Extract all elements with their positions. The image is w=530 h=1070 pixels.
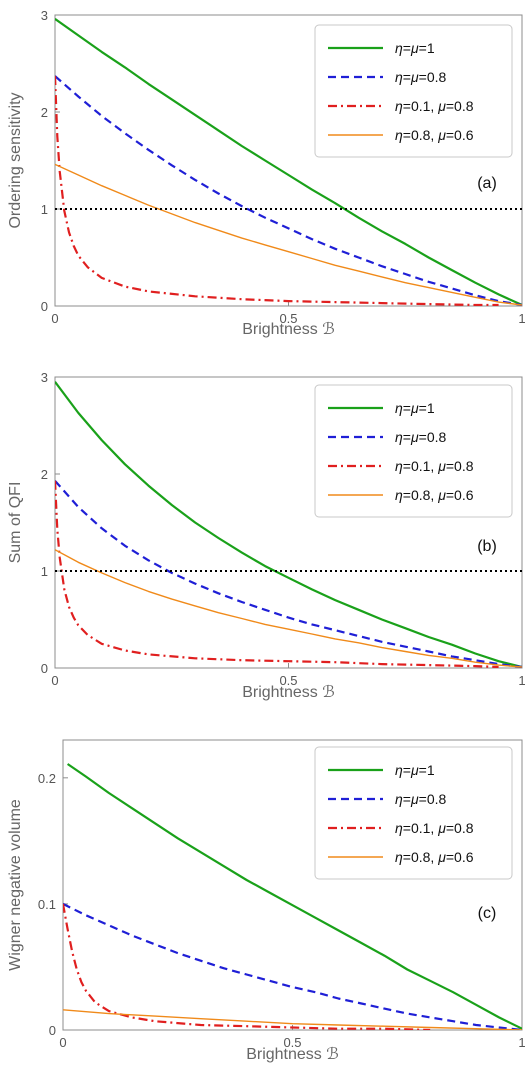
legend-label: η=μ=1 (395, 40, 435, 56)
panel-label: (a) (477, 175, 497, 192)
series-line-0 (66, 763, 522, 1030)
legend-box (314, 24, 513, 158)
chart-panel-2: 0 0.5 1 0 0.1 0.2 Brightness ℬ Wigner negative … (7, 739, 526, 1063)
x-tick-label: 0 (59, 1035, 66, 1050)
panel-label: (c) (478, 905, 497, 922)
panel-label: (b) (477, 538, 497, 555)
legend-label: η=μ=0.8 (395, 69, 446, 85)
series-group (55, 381, 522, 668)
series-line-3 (55, 549, 522, 668)
series-line-2 (63, 903, 431, 1030)
legend: η=μ=1 η=μ=0.8 η=0.1, μ=0.8 η=0.8, μ=0.6 (314, 384, 513, 518)
chart-panel-0: 0 0.5 1 0 1 2 3 Brightness ℬ Ordering sensitivit… (7, 8, 526, 338)
legend-label: η=0.1, μ=0.8 (395, 458, 474, 474)
legend-box (314, 746, 513, 880)
legend-label: η=0.1, μ=0.8 (395, 98, 474, 114)
y-tick-label: 0 (41, 661, 48, 676)
series-line-3 (63, 1009, 522, 1030)
y-tick-label: 3 (41, 370, 48, 385)
y-tick-label: 0 (41, 299, 48, 314)
x-tick-label: 1 (518, 673, 525, 688)
x-tick-label: 1 (518, 311, 525, 326)
y-tick-label: 0.1 (38, 897, 56, 912)
x-axis-label: Brightness ℬ (246, 1046, 339, 1063)
series-group (55, 18, 522, 306)
x-tick-label: 0 (51, 311, 58, 326)
legend: η=μ=1 η=μ=0.8 η=0.1, μ=0.8 η=0.8, μ=0.6 (314, 24, 513, 158)
y-tick-label: 0.2 (38, 771, 56, 786)
legend-label: η=0.8, μ=0.6 (395, 127, 474, 143)
legend-label: η=0.8, μ=0.6 (395, 487, 474, 503)
legend-label: η=μ=0.8 (395, 429, 446, 445)
x-tick-label: 0 (51, 673, 58, 688)
legend-label: η=μ=1 (395, 762, 435, 778)
y-tick-label: 2 (41, 105, 48, 120)
x-tick-label: 0.5 (279, 673, 297, 688)
legend-label: η=0.1, μ=0.8 (395, 820, 474, 836)
legend-box (314, 384, 513, 518)
series-line-2 (55, 480, 499, 668)
x-axis-label: Brightness ℬ (242, 321, 335, 338)
x-tick-label: 0.5 (279, 311, 297, 326)
x-axis-label: Brightness ℬ (242, 684, 335, 701)
series-line-1 (63, 902, 522, 1030)
legend-label: η=μ=0.8 (395, 791, 446, 807)
y-axis-label: Ordering sensitivity (7, 92, 24, 228)
y-tick-label: 3 (41, 8, 48, 23)
legend-label: η=μ=1 (395, 400, 435, 416)
y-tick-label: 0 (49, 1023, 56, 1038)
series-line-0 (55, 18, 522, 306)
legend: η=μ=1 η=μ=0.8 η=0.1, μ=0.8 η=0.8, μ=0.6 (314, 746, 513, 880)
series-line-3 (55, 163, 522, 306)
y-axis-label: Sum of QFI (7, 482, 24, 564)
series-line-0 (55, 381, 522, 668)
legend-label: η=0.8, μ=0.6 (395, 849, 474, 865)
y-tick-label: 2 (41, 467, 48, 482)
y-axis-label: Wigner negative volume (7, 799, 24, 971)
series-group (63, 763, 522, 1030)
y-tick-label: 1 (41, 564, 48, 579)
series-line-2 (55, 76, 499, 306)
series-line-1 (55, 480, 522, 668)
series-line-1 (55, 75, 522, 306)
y-tick-label: 1 (41, 202, 48, 217)
x-tick-label: 0.5 (283, 1035, 301, 1050)
x-tick-label: 1 (518, 1035, 525, 1050)
